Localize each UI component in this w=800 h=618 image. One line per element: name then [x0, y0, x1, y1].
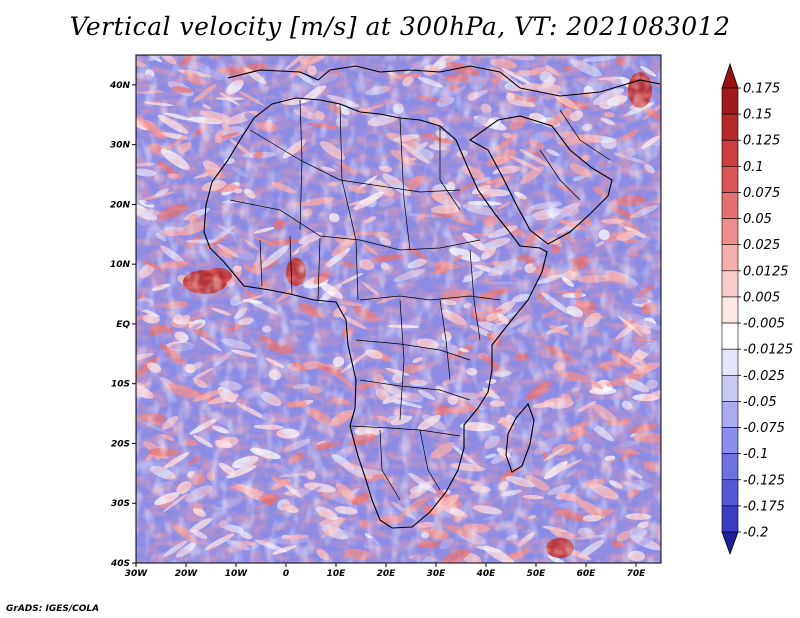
- colorbar-swatch: [721, 505, 739, 533]
- africa-coastline: [203, 97, 548, 529]
- colorbar-swatch: [721, 113, 739, 141]
- lon-tick-label: 20E: [377, 569, 397, 579]
- colorbar-label: 0.125: [743, 134, 780, 149]
- colorbar-swatch: [721, 453, 739, 481]
- longitude-ticks: 30W 20W 10W 0 10E 20E 30E 40E 50E 60E 70E: [125, 563, 646, 579]
- lon-tick-label: 30E: [427, 569, 447, 579]
- colorbar-swatch: [721, 322, 739, 350]
- colorbar-bottom-arrow: [721, 531, 739, 556]
- colorbar-label: -0.0125: [743, 343, 793, 358]
- colorbar-label: 0.0125: [743, 264, 789, 279]
- colorbar-swatch: [721, 87, 739, 115]
- colorbar-label: 0.175: [743, 82, 780, 97]
- colorbar-label: 0.05: [743, 212, 772, 227]
- map-title: Vertical velocity [m/s] at 300hPa, VT: 2…: [69, 12, 731, 41]
- colorbar-swatch: [721, 192, 739, 219]
- colorbar-swatch: [721, 374, 739, 402]
- lon-tick-label: 40E: [476, 569, 497, 579]
- lat-tick-label: 10N: [110, 260, 131, 270]
- colorbar-label: 0.005: [743, 290, 780, 305]
- iberia-coastline: [227, 65, 521, 89]
- colorbar-label: -0.025: [743, 369, 785, 384]
- lat-tick-label: 10S: [111, 380, 130, 390]
- colorbar-label: -0.1: [743, 447, 768, 462]
- colorbar-label: -0.2: [743, 526, 768, 541]
- colorbar-label: 0.1: [743, 160, 764, 175]
- lat-tick-label: 30S: [111, 499, 130, 509]
- latitude-ticks: 40N 30N 20N 10N EQ 10S 20S 30S 40S: [109, 81, 136, 569]
- colorbar-label: -0.125: [743, 473, 785, 488]
- colorbar-label: -0.175: [743, 499, 785, 514]
- colorbar-label: -0.05: [743, 395, 777, 410]
- colorbar-swatch: [721, 401, 739, 428]
- lon-tick-label: 10W: [225, 569, 249, 579]
- colorbar-swatch: [721, 296, 739, 324]
- lat-tick-label: 20S: [111, 439, 130, 449]
- coastlines: [203, 65, 661, 529]
- colorbar-label: -0.075: [743, 421, 785, 436]
- lon-tick-label: 30W: [125, 569, 149, 579]
- colorbar-label: 0.15: [743, 108, 772, 123]
- colorbar-label: -0.005: [743, 317, 785, 332]
- texture-white: [136, 55, 661, 563]
- lat-tick-label: 40N: [109, 81, 131, 91]
- colorbar-swatch: [721, 348, 739, 376]
- colorbar-label: 0.025: [743, 238, 780, 253]
- colorbar-swatch: [721, 244, 739, 272]
- country-borders: [229, 99, 611, 501]
- lon-tick-label: 0: [283, 569, 289, 579]
- colorbar-top-arrow: [721, 62, 739, 89]
- mideast-border: [519, 79, 661, 97]
- lat-tick-label: 20N: [110, 200, 131, 210]
- lat-tick-label: 40S: [110, 559, 130, 569]
- map-frame: [136, 55, 661, 563]
- arabia-coastline: [468, 115, 613, 245]
- colorbar-swatch: [721, 166, 739, 193]
- lat-tick-label: EQ: [116, 320, 130, 330]
- lon-tick-label: 70E: [627, 569, 647, 579]
- lon-tick-label: 20W: [175, 569, 199, 579]
- colorbar-swatch: [721, 218, 739, 246]
- plot-border: [135, 54, 662, 564]
- colorbar-label: 0.075: [743, 186, 780, 201]
- colorbar: 0.175 0.15 0.125 0.1 0.075 0.05 0.025 0.0125 0.0…: [721, 62, 793, 556]
- grads-credit: GrADS: IGES/COLA: [6, 604, 100, 614]
- lon-tick-label: 60E: [577, 569, 597, 579]
- colorbar-swatch: [721, 139, 739, 167]
- lon-tick-label: 50E: [527, 569, 547, 579]
- lon-tick-label: 10E: [327, 569, 347, 579]
- lat-tick-label: 30N: [110, 141, 131, 151]
- colorbar-swatch: [721, 270, 739, 298]
- colorbar-swatch: [721, 479, 739, 507]
- madagascar-coastline: [505, 402, 535, 473]
- colorbar-swatch: [721, 427, 739, 454]
